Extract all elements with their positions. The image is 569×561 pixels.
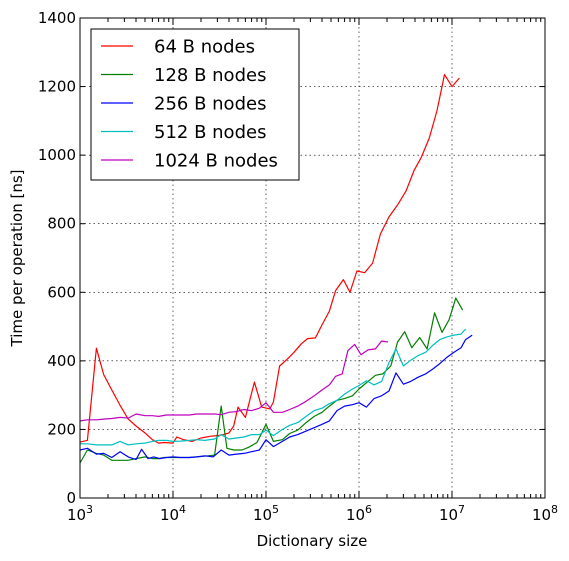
x-tick-label: 107 [439, 503, 465, 524]
y-tick-label: 800 [47, 215, 76, 233]
plot-frame [79, 17, 546, 499]
x-tick-label: 104 [160, 503, 186, 524]
grid-lines [80, 18, 545, 498]
legend-box [90, 28, 300, 181]
x-tick-label: 105 [253, 503, 279, 524]
legend: 64 B nodes 128 B nodes 256 B nodes 512 B no… [90, 28, 300, 181]
x-tick-label: 103 [67, 503, 93, 524]
series-line-1 [79, 73, 460, 444]
legend-label: 256 B nodes [154, 94, 266, 115]
y-tick-label: 1400 [38, 9, 76, 27]
series-line-2 [79, 297, 464, 464]
y-tick-label: 200 [47, 420, 76, 438]
legend-label: 512 B nodes [154, 122, 266, 143]
x-tick-label: 106 [346, 503, 372, 524]
series-line-3 [79, 334, 473, 461]
y-tick-label: 600 [47, 283, 76, 301]
series-line-4 [80, 328, 467, 446]
legend-label: 128 B nodes [154, 65, 266, 86]
x-axis-label: Dictionary size [257, 532, 368, 550]
y-tick-label: 400 [47, 352, 76, 370]
y-tick-label: 1000 [38, 146, 76, 164]
y-tick-label: 1200 [38, 78, 76, 96]
y-tick-label: 0 [66, 489, 76, 507]
series-line-5 [79, 340, 389, 422]
legend-label: 64 B nodes [154, 37, 255, 58]
axis-ticks: 0 200 400 600 800 1000 1200 1400 103 104 105 106 107… [38, 9, 558, 524]
series-lines [79, 73, 473, 464]
legend-label: 1024 B nodes [154, 151, 278, 172]
x-tick-label: 108 [532, 503, 558, 524]
y-axis-label: Time per operation [ns] [8, 170, 26, 348]
